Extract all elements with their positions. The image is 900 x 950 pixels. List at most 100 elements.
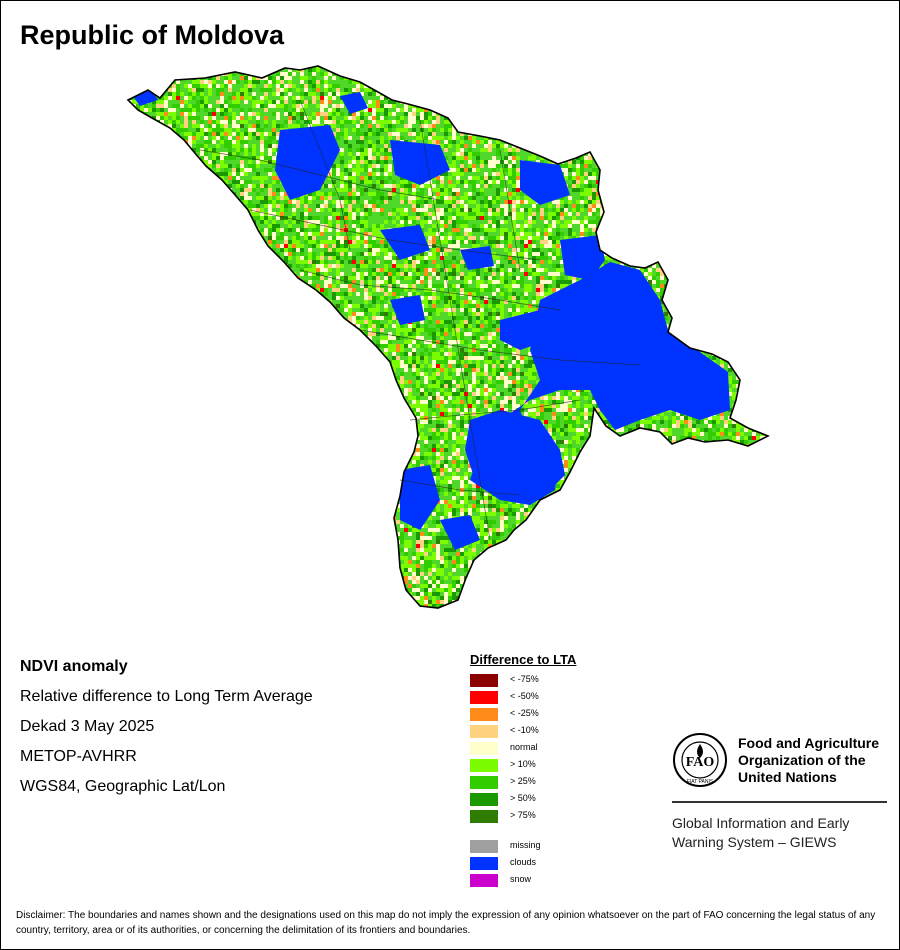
ndvi-pixel [380, 88, 384, 92]
ndvi-pixel [532, 124, 536, 128]
ndvi-pixel [380, 128, 384, 132]
ndvi-pixel [120, 76, 124, 80]
ndvi-pixel [304, 196, 308, 200]
ndvi-pixel [492, 164, 496, 168]
ndvi-pixel [732, 180, 736, 184]
ndvi-pixel [168, 172, 172, 176]
ndvi-pixel [320, 104, 324, 108]
ndvi-pixel [380, 192, 384, 196]
ndvi-pixel [252, 228, 256, 232]
ndvi-pixel [612, 180, 616, 184]
ndvi-pixel [152, 148, 156, 152]
ndvi-pixel [328, 72, 332, 76]
ndvi-pixel [184, 156, 188, 160]
ndvi-pixel [768, 76, 772, 80]
ndvi-pixel [224, 116, 228, 120]
ndvi-pixel [584, 140, 588, 144]
ndvi-pixel [568, 76, 572, 80]
ndvi-pixel [492, 160, 496, 164]
ndvi-pixel [340, 152, 344, 156]
ndvi-pixel [504, 220, 508, 224]
ndvi-pixel [576, 116, 580, 120]
ndvi-pixel [708, 132, 712, 136]
ndvi-pixel [496, 140, 500, 144]
ndvi-pixel [476, 104, 480, 108]
ndvi-pixel [236, 224, 240, 228]
ndvi-pixel [488, 76, 492, 80]
ndvi-pixel [404, 104, 408, 108]
ndvi-pixel [528, 140, 532, 144]
ndvi-pixel [580, 180, 584, 184]
ndvi-pixel [364, 66, 368, 68]
ndvi-pixel [640, 84, 644, 88]
ndvi-pixel [432, 120, 436, 124]
ndvi-pixel [380, 66, 384, 68]
ndvi-pixel [536, 100, 540, 104]
ndvi-pixel [476, 120, 480, 124]
ndvi-pixel [744, 164, 748, 168]
ndvi-pixel [276, 132, 280, 136]
ndvi-pixel [404, 112, 408, 116]
ndvi-pixel [380, 180, 384, 184]
ndvi-pixel [712, 220, 716, 224]
ndvi-pixel [272, 192, 276, 196]
ndvi-pixel [620, 164, 624, 168]
ndvi-pixel [536, 124, 540, 128]
ndvi-pixel [224, 80, 228, 84]
ndvi-pixel [708, 160, 712, 164]
ndvi-pixel [624, 100, 628, 104]
ndvi-pixel [228, 132, 232, 136]
ndvi-pixel [144, 108, 148, 112]
ndvi-pixel [260, 184, 264, 188]
ndvi-pixel [384, 184, 388, 188]
ndvi-pixel [716, 112, 720, 116]
ndvi-pixel [648, 220, 652, 224]
ndvi-pixel [136, 148, 140, 152]
ndvi-pixel [448, 140, 452, 144]
ndvi-pixel [468, 212, 472, 216]
ndvi-pixel [228, 148, 232, 152]
ndvi-pixel [240, 172, 244, 176]
ndvi-pixel [132, 66, 136, 68]
ndvi-pixel [640, 200, 644, 204]
ndvi-pixel [644, 92, 648, 96]
ndvi-pixel [188, 116, 192, 120]
ndvi-pixel [352, 160, 356, 164]
ndvi-pixel [204, 220, 208, 224]
ndvi-pixel [724, 112, 728, 116]
ndvi-pixel [572, 72, 576, 76]
ndvi-pixel [452, 76, 456, 80]
ndvi-pixel [452, 112, 456, 116]
ndvi-pixel [640, 196, 644, 200]
ndvi-pixel [252, 128, 256, 132]
ndvi-pixel [356, 232, 360, 236]
ndvi-pixel [208, 164, 212, 168]
ndvi-pixel [412, 204, 416, 208]
ndvi-pixel [512, 224, 516, 228]
ndvi-pixel [124, 224, 128, 228]
ndvi-pixel [596, 208, 600, 212]
ndvi-pixel [560, 76, 564, 80]
ndvi-pixel [360, 180, 364, 184]
ndvi-pixel [392, 120, 396, 124]
ndvi-pixel [236, 104, 240, 108]
ndvi-pixel [160, 116, 164, 120]
ndvi-pixel [632, 124, 636, 128]
ndvi-pixel [356, 128, 360, 132]
ndvi-pixel [512, 184, 516, 188]
ndvi-pixel [456, 232, 460, 236]
ndvi-pixel [208, 184, 212, 188]
ndvi-pixel [472, 136, 476, 140]
ndvi-pixel [488, 100, 492, 104]
ndvi-pixel [584, 136, 588, 140]
ndvi-pixel [272, 220, 276, 224]
ndvi-pixel [636, 116, 640, 120]
ndvi-pixel [520, 108, 524, 112]
ndvi-pixel [444, 208, 448, 212]
ndvi-pixel [620, 80, 624, 84]
ndvi-pixel [308, 124, 312, 128]
ndvi-pixel [556, 144, 560, 148]
ndvi-pixel [160, 144, 164, 148]
ndvi-pixel [620, 88, 624, 92]
ndvi-pixel [680, 92, 684, 96]
